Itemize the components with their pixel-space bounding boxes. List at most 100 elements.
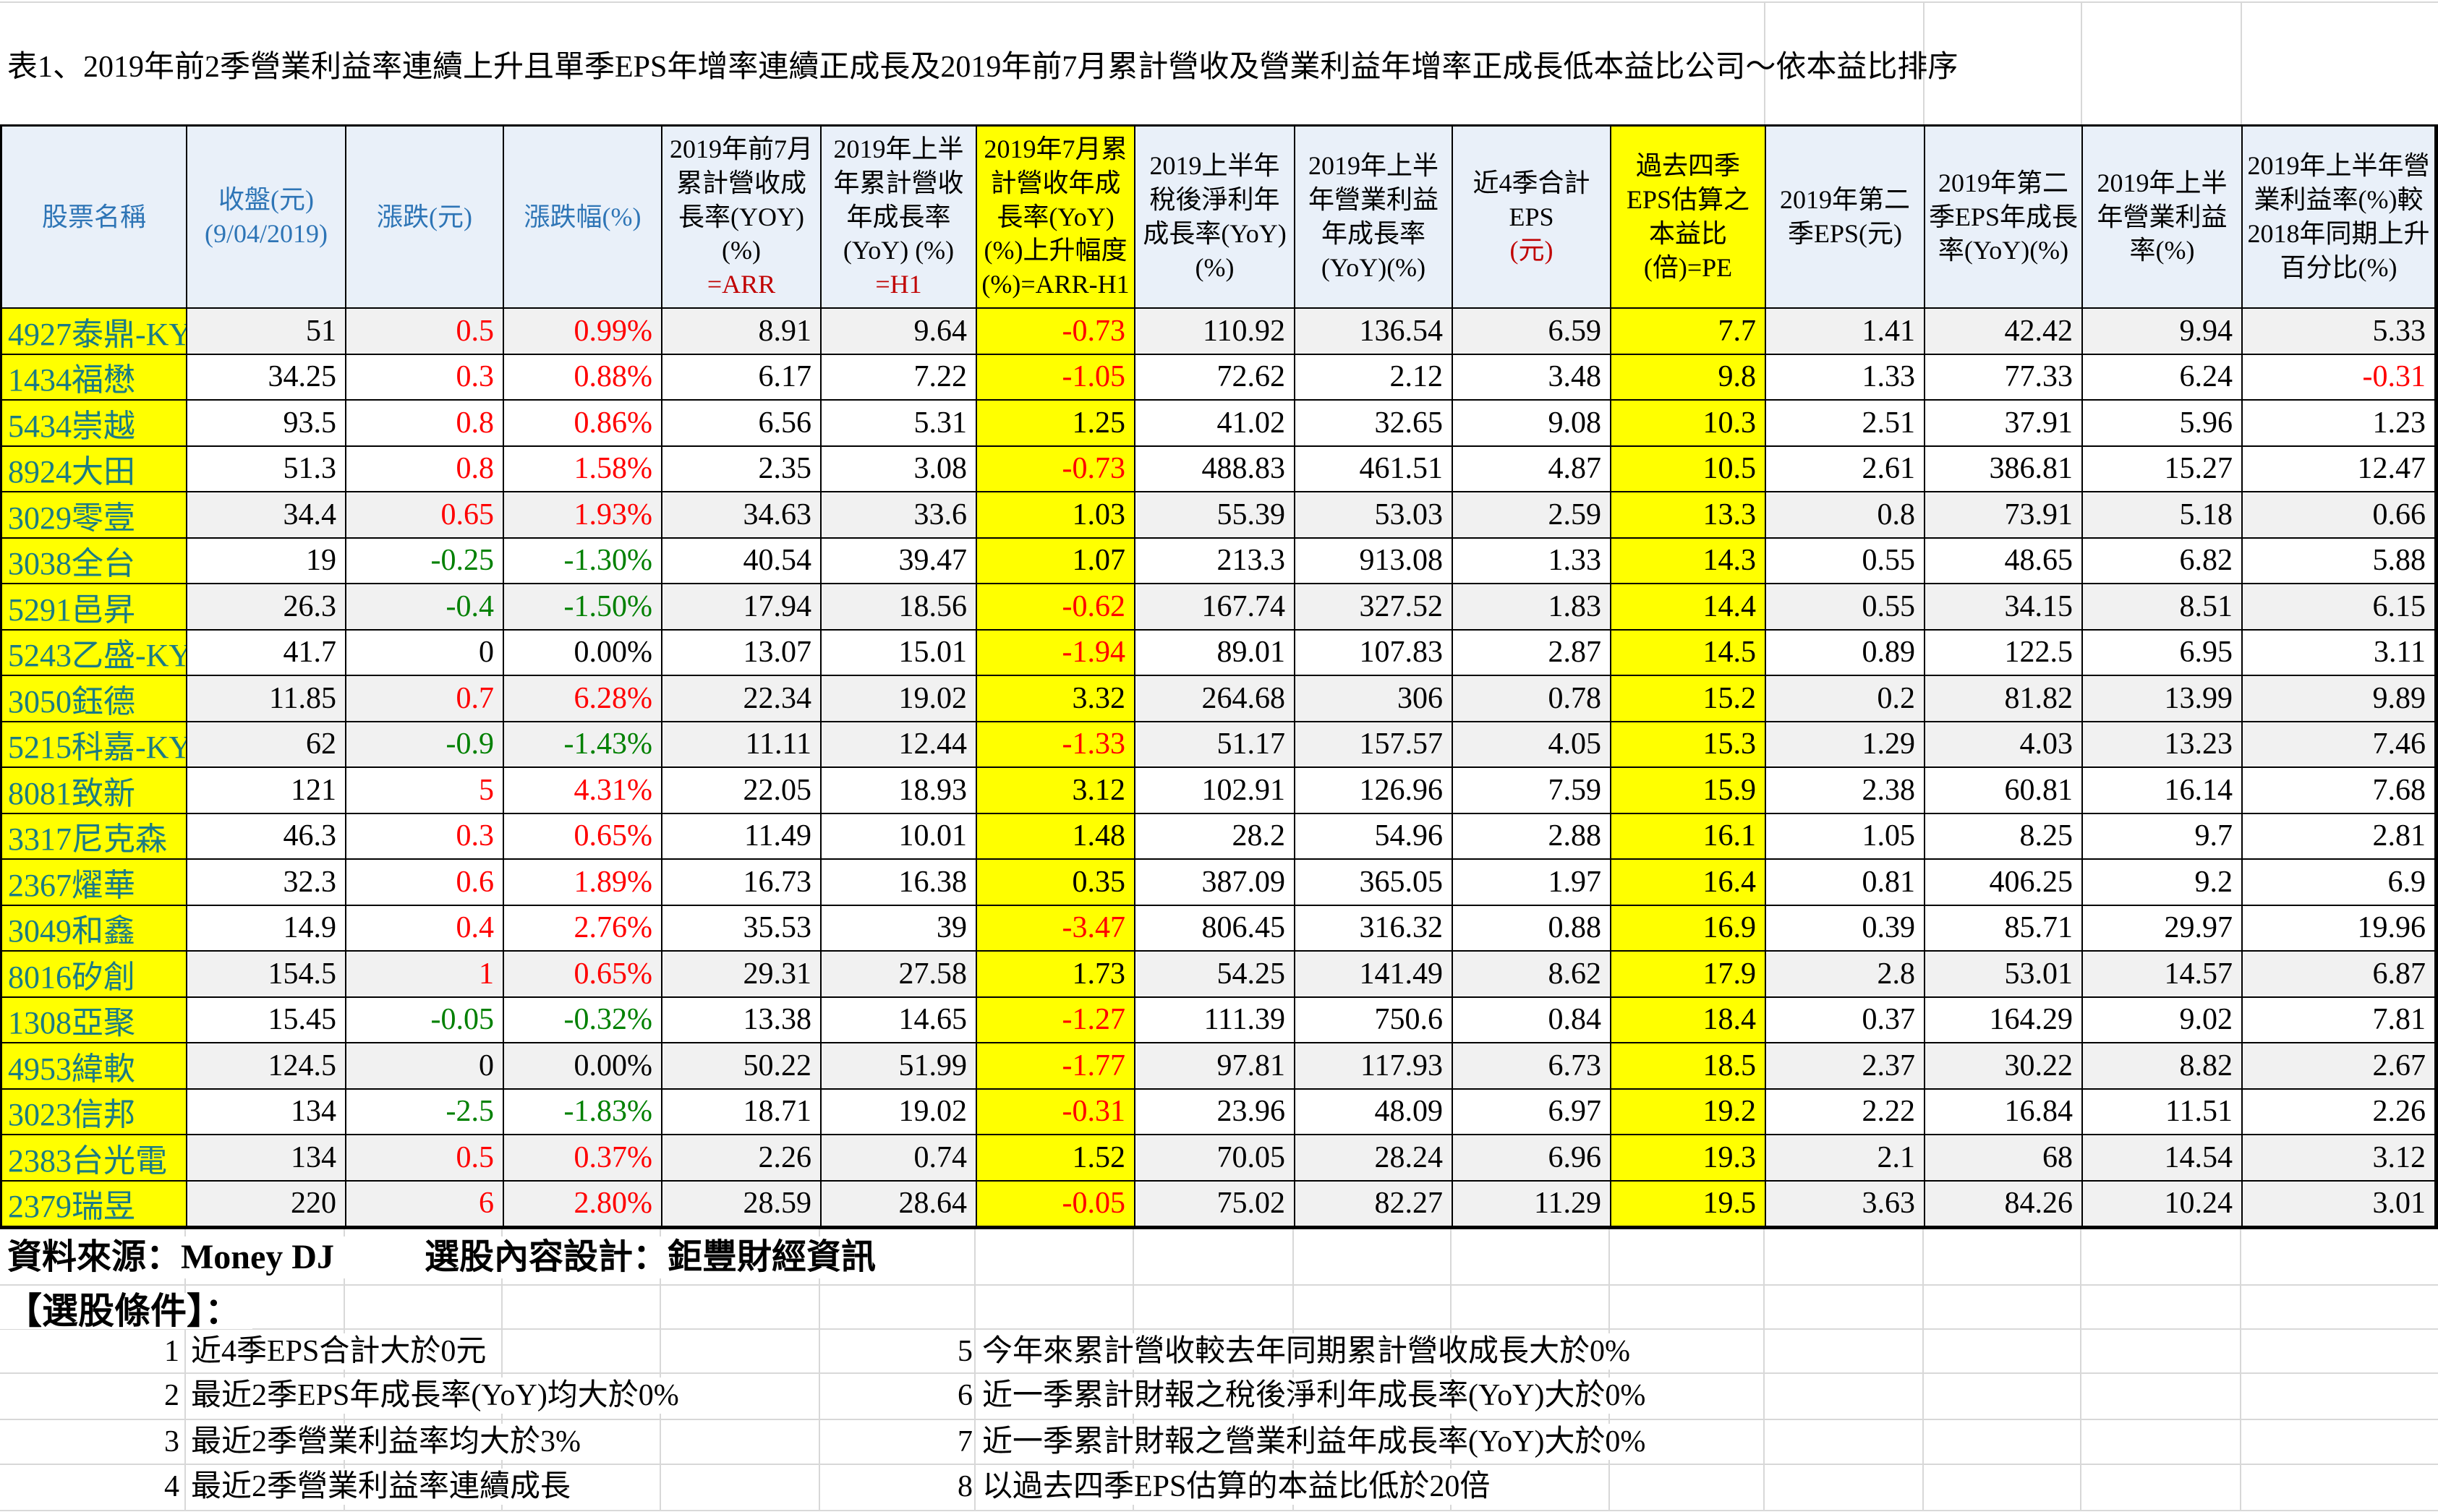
stock-name-cell[interactable]: 5243乙盛-KY (2, 630, 187, 676)
value-cell-eps-4q[interactable]: 4.05 (1453, 722, 1611, 768)
value-cell-eps-4q[interactable]: 6.59 (1453, 309, 1611, 355)
value-cell-net-income-growth[interactable]: 51.17 (1135, 722, 1295, 768)
stock-name-cell[interactable]: 5215科嘉-KY (2, 722, 187, 768)
value-cell-op-margin[interactable]: 9.94 (2083, 309, 2243, 355)
value-cell-eps-4q[interactable]: 0.78 (1453, 676, 1611, 722)
value-cell-rev-growth-diff[interactable]: 0.35 (977, 860, 1135, 906)
value-cell-rev-growth-h1[interactable]: 39 (822, 905, 977, 952)
value-cell-net-income-growth[interactable]: 111.39 (1135, 997, 1295, 1043)
value-cell-rev-growth-7m[interactable]: 35.53 (662, 905, 822, 952)
value-cell-op-income-growth[interactable]: 28.24 (1295, 1135, 1453, 1182)
value-cell-q2-eps[interactable]: 0.37 (1766, 997, 1925, 1043)
value-cell-op-margin-delta[interactable]: 3.01 (2243, 1181, 2436, 1227)
value-cell-op-margin-delta[interactable]: 2.67 (2243, 1043, 2436, 1090)
value-cell-close[interactable]: 134 (187, 1089, 346, 1135)
column-header-q2-eps[interactable]: 2019年第二季EPS(元) (1766, 127, 1925, 309)
value-cell-op-margin[interactable]: 9.7 (2083, 813, 2243, 860)
value-cell-eps-4q[interactable]: 2.88 (1453, 813, 1611, 860)
stock-name-cell[interactable]: 3317尼克森 (2, 813, 187, 860)
value-cell-pe[interactable]: 14.3 (1611, 538, 1766, 584)
stock-name-cell[interactable]: 3038全台 (2, 538, 187, 584)
value-cell-net-income-growth[interactable]: 97.81 (1135, 1043, 1295, 1090)
stock-name-cell[interactable]: 5291邑昇 (2, 584, 187, 631)
value-cell-rev-growth-h1[interactable]: 3.08 (822, 446, 977, 492)
value-cell-rev-growth-h1[interactable]: 28.64 (822, 1181, 977, 1227)
value-cell-op-income-growth[interactable]: 53.03 (1295, 492, 1453, 539)
column-header-op-income-growth[interactable]: 2019年上半年營業利益年成長率(YoY)(%) (1295, 127, 1453, 309)
value-cell-q2-eps[interactable]: 2.37 (1766, 1043, 1925, 1090)
value-cell-rev-growth-diff[interactable]: 1.52 (977, 1135, 1135, 1182)
value-cell-op-margin[interactable]: 6.24 (2083, 354, 2243, 401)
column-header-rev-growth-diff[interactable]: 2019年7月累計營收年成長率(YoY) (%)上升幅度 (%)=ARR-H1 (977, 127, 1135, 309)
value-cell-op-margin[interactable]: 8.82 (2083, 1043, 2243, 1090)
value-cell-net-income-growth[interactable]: 488.83 (1135, 446, 1295, 492)
value-cell-op-income-growth[interactable]: 365.05 (1295, 860, 1453, 906)
value-cell-rev-growth-h1[interactable]: 14.65 (822, 997, 977, 1043)
value-cell-op-margin-delta[interactable]: 6.15 (2243, 584, 2436, 631)
value-cell-q2-eps[interactable]: 3.63 (1766, 1181, 1925, 1227)
value-cell-rev-growth-diff[interactable]: -1.77 (977, 1043, 1135, 1090)
value-cell-rev-growth-h1[interactable]: 16.38 (822, 860, 977, 906)
value-cell-net-income-growth[interactable]: 41.02 (1135, 401, 1295, 447)
value-cell-rev-growth-h1[interactable]: 0.74 (822, 1135, 977, 1182)
value-cell-op-margin[interactable]: 9.2 (2083, 860, 2243, 906)
column-header-rev-growth-7m[interactable]: 2019年前7月累計營收成長率(YOY)(%) =ARR (662, 127, 822, 309)
value-cell-q2-eps-growth[interactable]: 85.71 (1925, 905, 2083, 952)
value-cell-close[interactable]: 46.3 (187, 813, 346, 860)
value-cell-op-margin-delta[interactable]: 3.11 (2243, 630, 2436, 676)
value-cell-change[interactable]: 1 (346, 952, 504, 998)
value-cell-op-income-growth[interactable]: 157.57 (1295, 722, 1453, 768)
value-cell-net-income-growth[interactable]: 102.91 (1135, 768, 1295, 814)
stock-name-cell[interactable]: 3029零壹 (2, 492, 187, 539)
value-cell-change[interactable]: 0.7 (346, 676, 504, 722)
stock-name-cell[interactable]: 5434崇越 (2, 401, 187, 447)
value-cell-change[interactable]: 0.6 (346, 860, 504, 906)
value-cell-net-income-growth[interactable]: 89.01 (1135, 630, 1295, 676)
value-cell-q2-eps[interactable]: 1.41 (1766, 309, 1925, 355)
value-cell-eps-4q[interactable]: 1.33 (1453, 538, 1611, 584)
value-cell-rev-growth-diff[interactable]: -1.33 (977, 722, 1135, 768)
value-cell-net-income-growth[interactable]: 213.3 (1135, 538, 1295, 584)
value-cell-change-pct[interactable]: 0.86% (504, 401, 662, 447)
value-cell-rev-growth-7m[interactable]: 40.54 (662, 538, 822, 584)
value-cell-pe[interactable]: 9.8 (1611, 354, 1766, 401)
value-cell-eps-4q[interactable]: 2.87 (1453, 630, 1611, 676)
value-cell-pe[interactable]: 14.4 (1611, 584, 1766, 631)
value-cell-pe[interactable]: 19.3 (1611, 1135, 1766, 1182)
value-cell-close[interactable]: 41.7 (187, 630, 346, 676)
value-cell-eps-4q[interactable]: 7.59 (1453, 768, 1611, 814)
value-cell-op-margin-delta[interactable]: 6.87 (2243, 952, 2436, 998)
value-cell-q2-eps[interactable]: 2.51 (1766, 401, 1925, 447)
stock-name-cell[interactable]: 3023信邦 (2, 1089, 187, 1135)
column-header-change[interactable]: 漲跌(元) (346, 127, 504, 309)
stock-name-cell[interactable]: 3049和鑫 (2, 905, 187, 952)
value-cell-op-margin-delta[interactable]: 7.46 (2243, 722, 2436, 768)
value-cell-rev-growth-7m[interactable]: 2.26 (662, 1135, 822, 1182)
stock-name-cell[interactable]: 4927泰鼎-KY (2, 309, 187, 355)
value-cell-change-pct[interactable]: 1.58% (504, 446, 662, 492)
value-cell-rev-growth-diff[interactable]: 1.03 (977, 492, 1135, 539)
value-cell-pe[interactable]: 18.5 (1611, 1043, 1766, 1090)
value-cell-change[interactable]: 0.65 (346, 492, 504, 539)
value-cell-close[interactable]: 26.3 (187, 584, 346, 631)
value-cell-q2-eps-growth[interactable]: 16.84 (1925, 1089, 2083, 1135)
value-cell-close[interactable]: 154.5 (187, 952, 346, 998)
value-cell-eps-4q[interactable]: 9.08 (1453, 401, 1611, 447)
stock-name-cell[interactable]: 4953緯軟 (2, 1043, 187, 1090)
value-cell-change[interactable]: 0 (346, 1043, 504, 1090)
value-cell-pe[interactable]: 16.1 (1611, 813, 1766, 860)
value-cell-op-margin-delta[interactable]: 5.88 (2243, 538, 2436, 584)
value-cell-change[interactable]: -2.5 (346, 1089, 504, 1135)
value-cell-pe[interactable]: 14.5 (1611, 630, 1766, 676)
value-cell-eps-4q[interactable]: 2.59 (1453, 492, 1611, 539)
value-cell-op-margin-delta[interactable]: 12.47 (2243, 446, 2436, 492)
value-cell-q2-eps-growth[interactable]: 73.91 (1925, 492, 2083, 539)
value-cell-change-pct[interactable]: -1.43% (504, 722, 662, 768)
stock-name-cell[interactable]: 8081致新 (2, 768, 187, 814)
value-cell-change-pct[interactable]: 0.88% (504, 354, 662, 401)
value-cell-close[interactable]: 19 (187, 538, 346, 584)
value-cell-op-margin-delta[interactable]: -0.31 (2243, 354, 2436, 401)
value-cell-change[interactable]: -0.4 (346, 584, 504, 631)
value-cell-change[interactable]: 0.4 (346, 905, 504, 952)
value-cell-rev-growth-7m[interactable]: 50.22 (662, 1043, 822, 1090)
